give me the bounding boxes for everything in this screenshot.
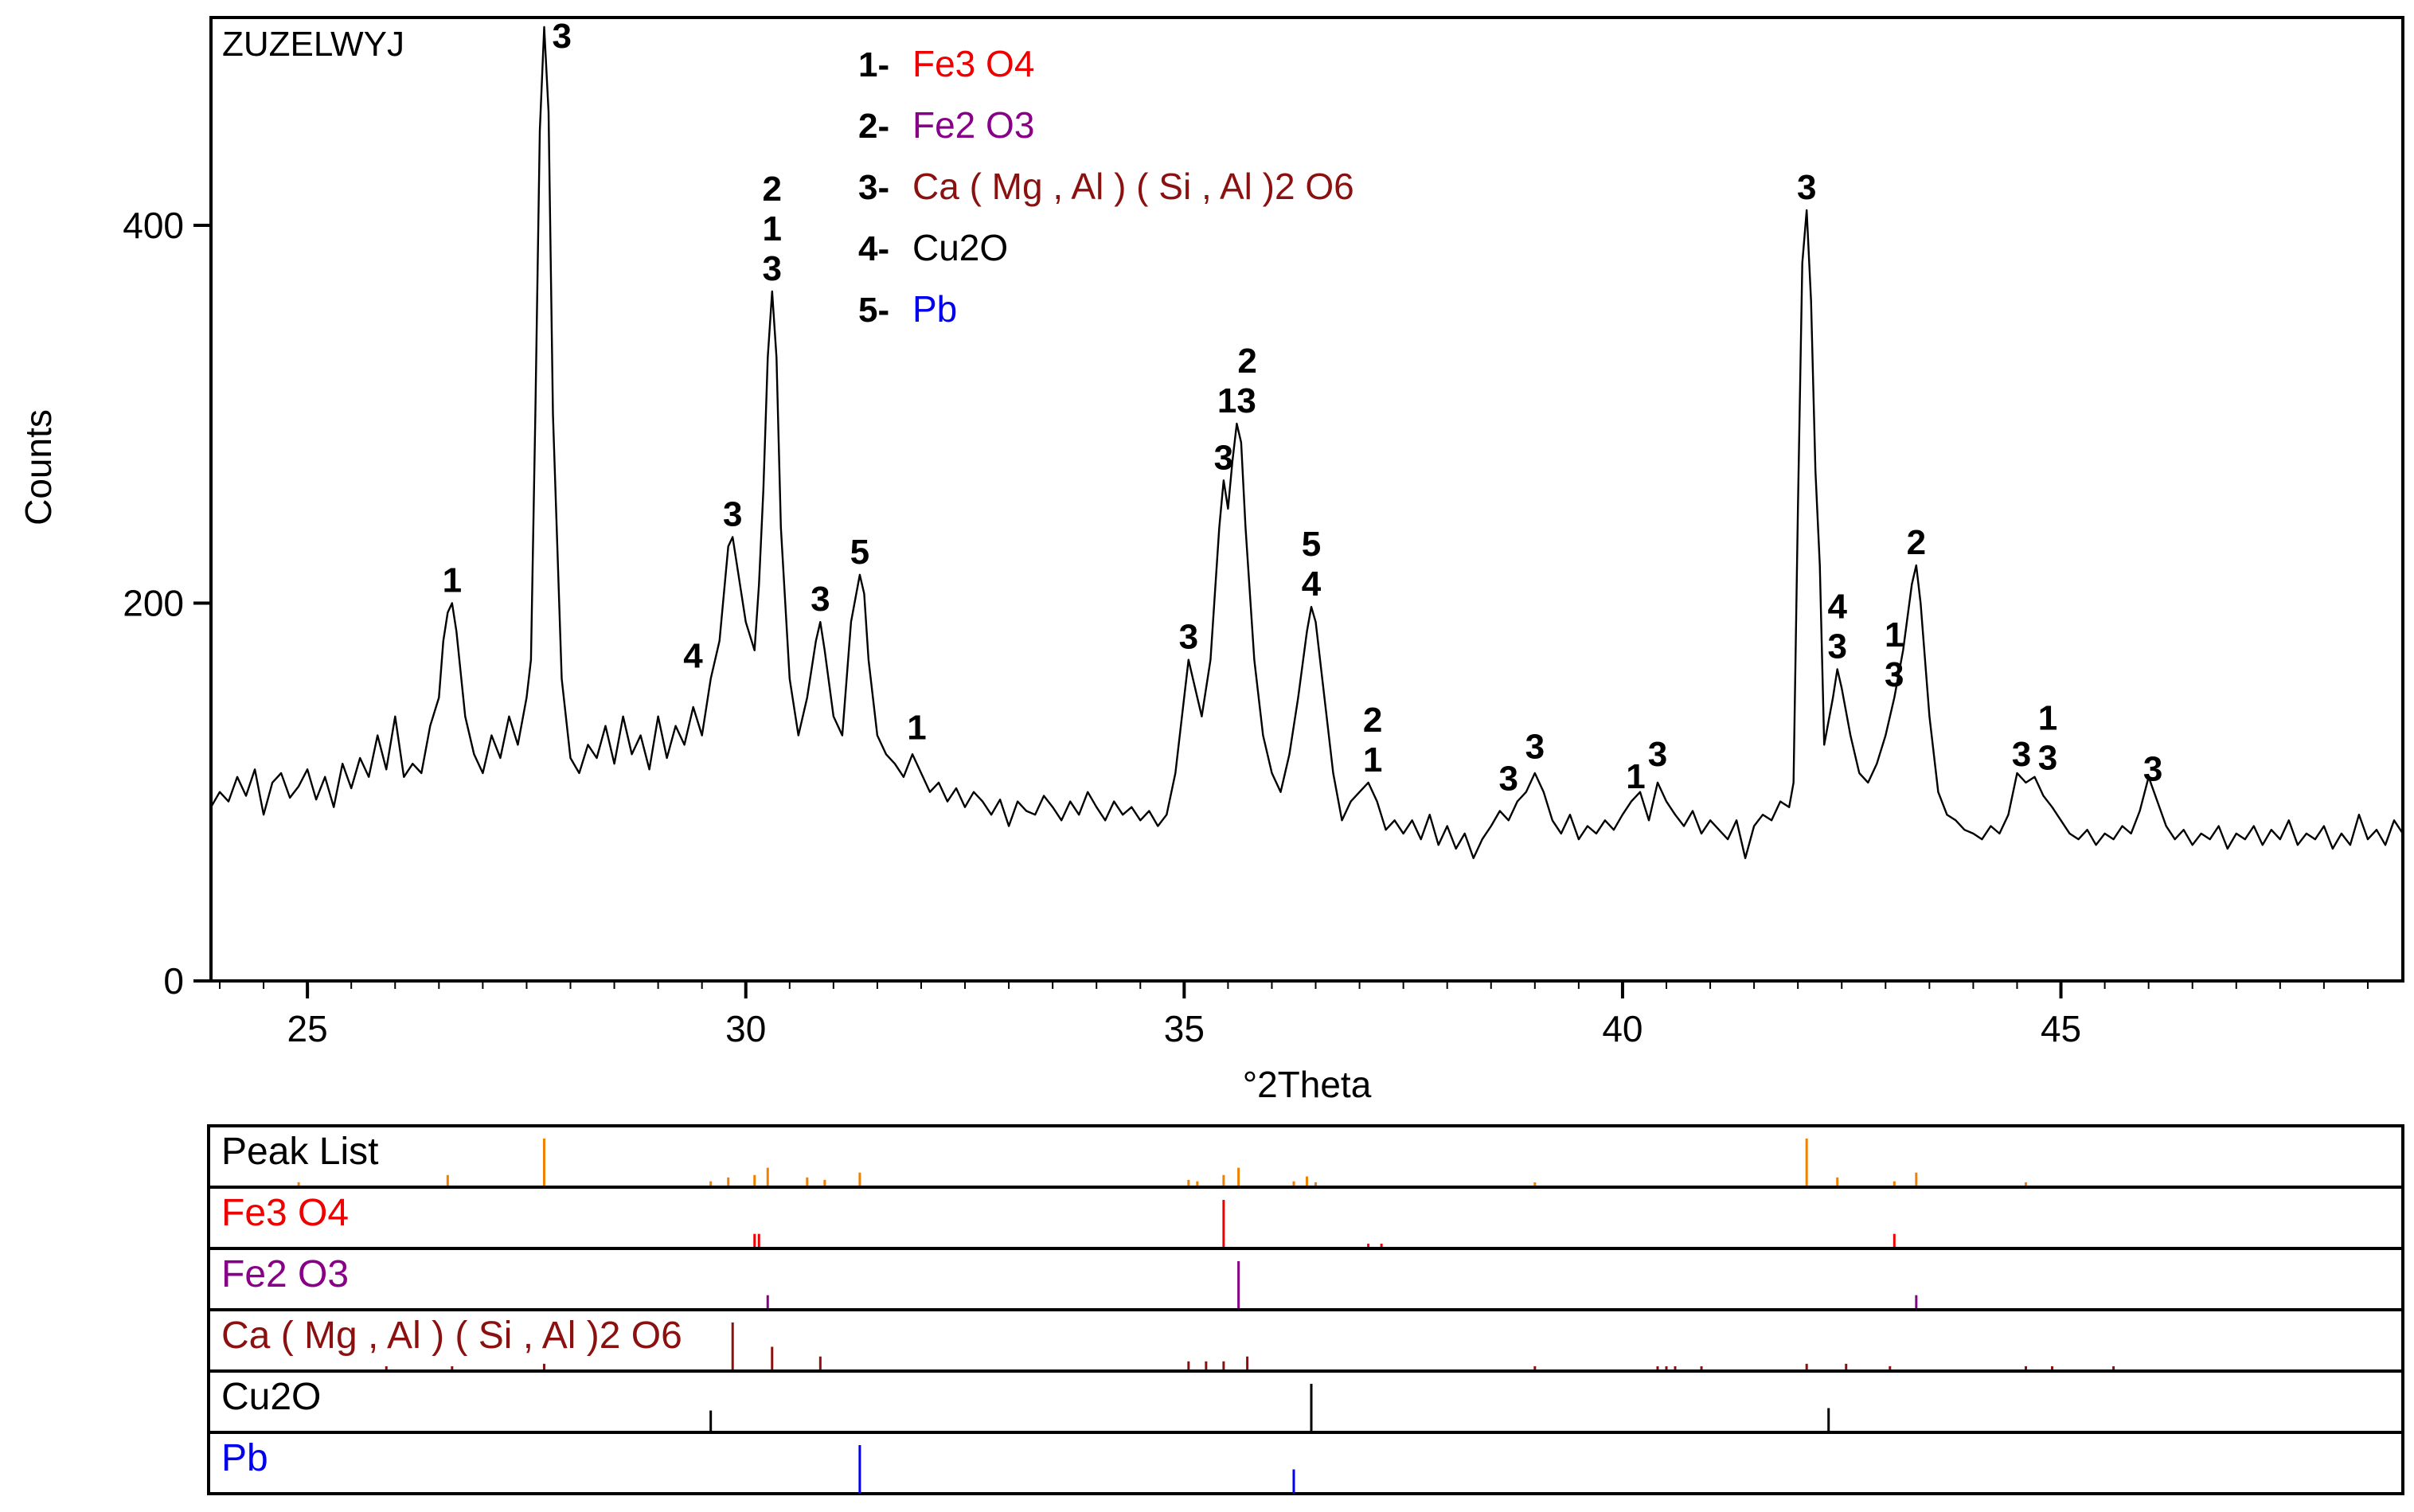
stick-panel: Fe3 O4 <box>207 1186 2404 1250</box>
phase-legend: 1- Fe3 O4 2- Fe2 O3 3- Ca ( Mg , Al ) ( Si , … <box>858 43 1354 330</box>
x-tick-label: 30 <box>725 1008 766 1049</box>
x-tick-label: 45 <box>2041 1008 2081 1049</box>
legend-phase-name: Pb <box>912 288 957 330</box>
legend-number: 3- <box>858 168 889 207</box>
peak-label: 1 <box>1626 757 1645 796</box>
peak-label: 5 <box>1302 525 1321 564</box>
peak-label: 13 <box>1217 381 1256 420</box>
stick-panel-frame <box>207 1431 2404 1495</box>
x-axis-title: °2Theta <box>1243 1064 1372 1105</box>
peak-label: 2 <box>1363 701 1382 740</box>
x-tick-label: 35 <box>1164 1008 1205 1049</box>
y-axis: 0 200 400 <box>123 205 211 1002</box>
legend-number: 5- <box>858 291 889 330</box>
peak-label: 3 <box>1648 735 1667 774</box>
legend-number: 1- <box>858 45 889 84</box>
peak-label: 1 <box>2038 699 2057 738</box>
stick-panel: Pb <box>207 1431 2404 1495</box>
legend-number: 2- <box>858 107 889 146</box>
stick-panel-label: Peak List <box>221 1131 378 1173</box>
xrd-trace-line <box>209 25 2404 859</box>
y-tick-label: 0 <box>163 960 184 1002</box>
peak-label: 1 <box>1363 740 1382 779</box>
stick-panel-frame <box>207 1247 2404 1311</box>
legend-phase-name: Cu2O <box>912 227 1008 268</box>
stick-panel-label: Cu2O <box>221 1376 321 1418</box>
peak-label: 2 <box>1237 342 1256 381</box>
legend-phase-name: Ca ( Mg , Al ) ( Si , Al )2 O6 <box>912 166 1354 207</box>
diffraction-trace <box>209 25 2404 859</box>
sample-label: ZUZELWYJ <box>222 25 404 64</box>
peak-label: 3 <box>1499 760 1518 799</box>
stick-panel-label: Fe2 O3 <box>221 1253 349 1295</box>
legend-phase-name: Fe3 O4 <box>912 43 1034 84</box>
legend-phase-name: Fe2 O3 <box>912 104 1034 146</box>
stick-panel-label: Pb <box>221 1437 268 1479</box>
peak-label: 3 <box>1827 627 1846 666</box>
stick-panel-label: Fe3 O4 <box>221 1192 349 1234</box>
peak-label: 1 <box>763 209 782 248</box>
peak-label: 1 <box>907 709 926 748</box>
x-tick-label: 40 <box>1602 1008 1643 1049</box>
x-axis: 25 30 35 40 45 <box>219 981 2369 1049</box>
peak-label: 3 <box>763 249 782 288</box>
stick-panel: Peak List <box>207 1124 2404 1189</box>
y-tick-label: 400 <box>123 205 184 246</box>
peak-label: 2 <box>763 170 782 209</box>
peak-label: 3 <box>552 17 571 56</box>
stick-panel: Fe2 O3 <box>207 1247 2404 1311</box>
peak-label: 3 <box>1885 655 1904 694</box>
peak-label: 3 <box>2143 750 2162 789</box>
peak-label: 3 <box>1525 727 1545 766</box>
stick-panel: Ca ( Mg , Al ) ( Si , Al )2 O6 <box>207 1308 2404 1373</box>
peak-label: 3 <box>1214 438 1233 477</box>
peak-label: 3 <box>1179 618 1198 657</box>
stick-panel-frame <box>207 1186 2404 1250</box>
y-axis-title: Counts <box>18 409 59 525</box>
plot-frame <box>209 16 2404 983</box>
y-tick-label: 200 <box>123 582 184 623</box>
peak-label: 2 <box>1907 523 1926 562</box>
peak-label: 4 <box>1302 565 1322 604</box>
peak-label: 1 <box>443 561 462 600</box>
peak-label: 3 <box>2038 739 2057 778</box>
legend-number: 4- <box>858 229 889 268</box>
peak-label: 3 <box>811 580 830 619</box>
peak-label: 4 <box>1827 588 1847 627</box>
peak-label: 3 <box>1797 168 1816 207</box>
peak-label: 4 <box>683 636 703 675</box>
peak-label: 3 <box>723 494 742 533</box>
peak-label: 1 <box>1885 615 1904 654</box>
stick-panel-label: Ca ( Mg , Al ) ( Si , Al )2 O6 <box>221 1315 682 1357</box>
stick-panel: Cu2O <box>207 1369 2404 1434</box>
reference-pattern-panels: Peak List Fe3 O4 Fe2 O3 Ca ( Mg , Al ) ( Si… <box>207 1124 2404 1495</box>
stick-panel-frame <box>207 1369 2404 1434</box>
x-tick-label: 25 <box>287 1008 328 1049</box>
peak-label: 3 <box>2012 735 2031 774</box>
peak-label: 5 <box>850 533 869 572</box>
